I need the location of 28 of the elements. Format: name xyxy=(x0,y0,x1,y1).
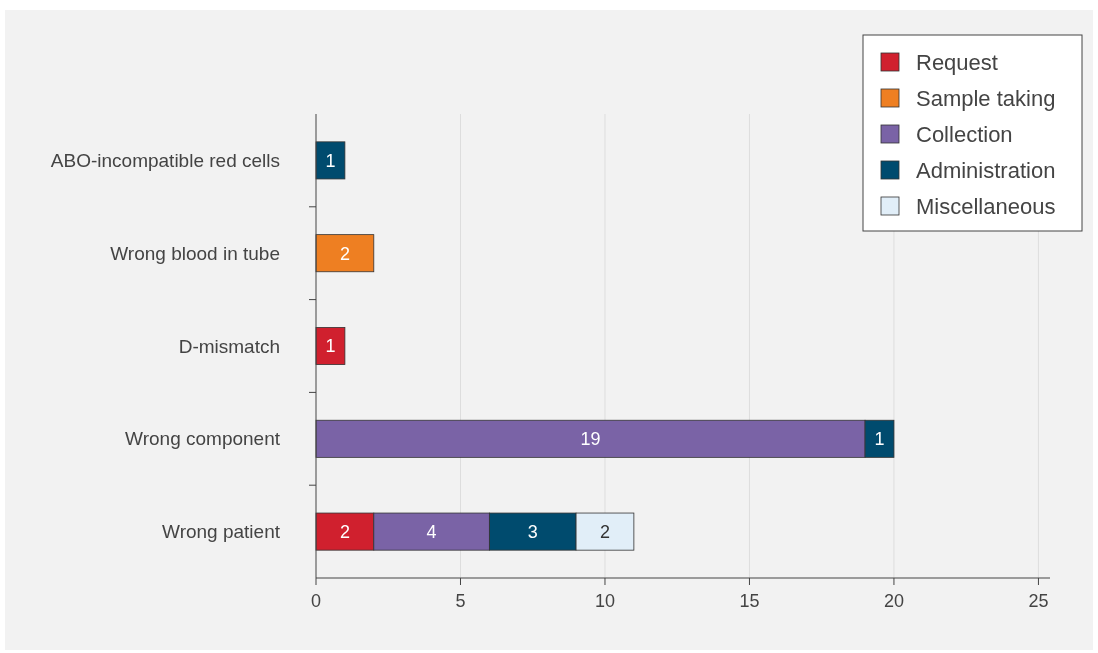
legend-label: Miscellaneous xyxy=(916,193,1056,219)
data-label: 1 xyxy=(325,336,336,357)
y-tick-label: Wrong component xyxy=(125,428,281,450)
data-label: 3 xyxy=(527,521,538,542)
x-tick-label: 5 xyxy=(455,591,466,611)
data-label: 19 xyxy=(580,429,601,450)
data-label: 4 xyxy=(426,521,437,542)
x-tick-label: 20 xyxy=(883,591,904,611)
legend-label: Request xyxy=(916,49,998,75)
data-label: 1 xyxy=(325,150,336,171)
data-label: 2 xyxy=(339,243,350,264)
y-tick-label: Wrong blood in tube xyxy=(110,242,280,264)
y-tick-label: Wrong patient xyxy=(162,521,281,543)
data-label: 1 xyxy=(874,429,885,450)
data-label: 2 xyxy=(599,521,610,542)
y-tick-label: D-mismatch xyxy=(178,335,280,357)
x-tick-label: 0 xyxy=(310,591,322,611)
x-tick-label: 25 xyxy=(1028,591,1049,611)
bar xyxy=(315,234,375,273)
legend-label: Sample taking xyxy=(916,85,1056,111)
legend-label: Collection xyxy=(916,121,1013,147)
data-label: 2 xyxy=(339,521,350,542)
x-tick-label: 10 xyxy=(594,591,615,611)
x-tick-label: 15 xyxy=(739,591,760,611)
legend-label: Administration xyxy=(916,157,1056,183)
y-tick-label: ABO-incompatible red cells xyxy=(50,150,280,172)
bar xyxy=(315,327,346,365)
bar xyxy=(315,141,346,180)
